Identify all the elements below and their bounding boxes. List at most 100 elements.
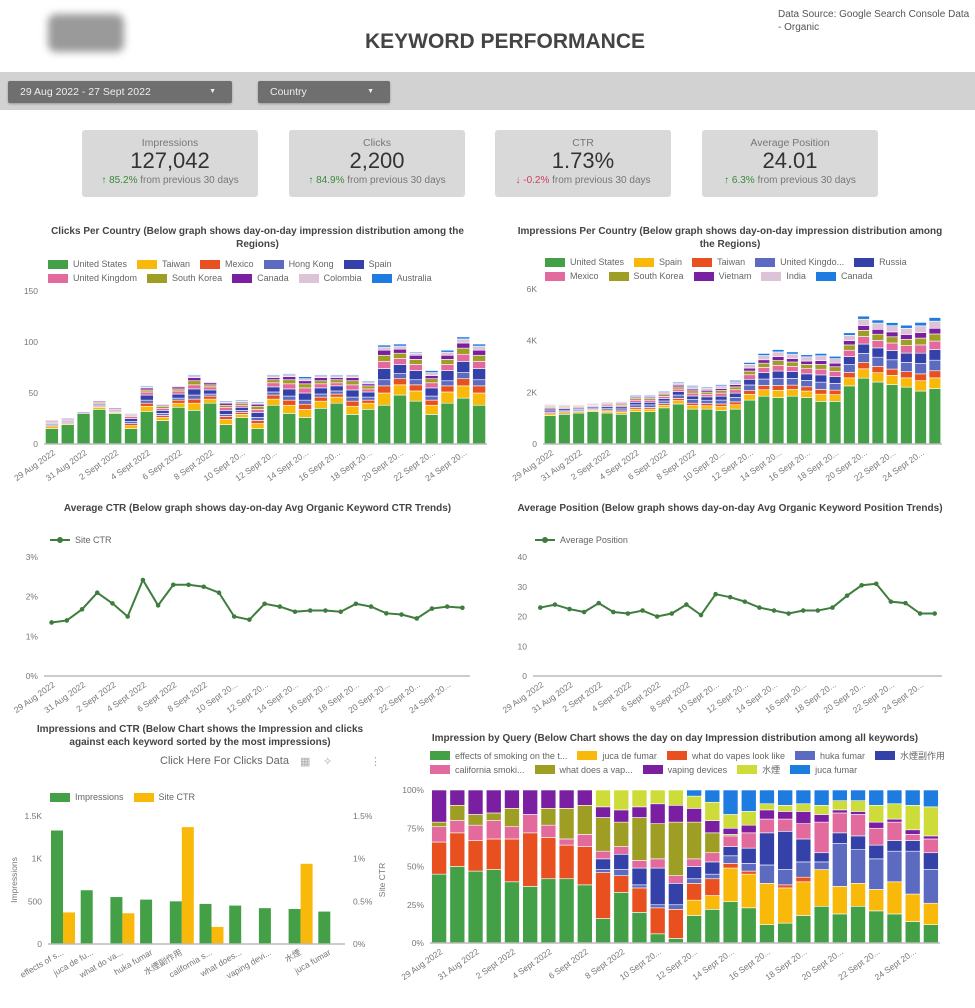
bar-segment (108, 409, 122, 411)
bar-segment (424, 372, 439, 376)
bar-segment (449, 832, 466, 867)
bar-segment (722, 863, 739, 869)
bar-segment (155, 420, 170, 445)
bar-segment (472, 343, 486, 347)
bar-segment (843, 372, 856, 379)
bar-segment (740, 863, 757, 872)
bar-segment (345, 389, 360, 398)
bar-segment (187, 398, 202, 404)
bar-segment (900, 386, 913, 445)
legend-label: 水煙 (762, 765, 781, 775)
bar-segment (600, 412, 614, 445)
bar-segment (714, 390, 728, 394)
bar-segment (124, 421, 138, 424)
data-point (414, 616, 420, 621)
bar-segment (795, 876, 812, 883)
x-tick-label: 14 Sept 20... (265, 447, 310, 483)
kebab-menu-icon[interactable]: ⋮ (370, 756, 381, 768)
bar-segment (629, 395, 642, 398)
bar-segment (923, 924, 939, 944)
clicks-data-link[interactable]: Click Here For Clicks Data (160, 755, 289, 767)
bar-segment (643, 408, 657, 413)
bar-segment (282, 413, 297, 445)
bar-segment (672, 388, 685, 392)
y-tick-label: 500 (28, 896, 42, 906)
bar-segment (615, 402, 628, 405)
bar-segment (266, 382, 281, 388)
bar-segment (543, 407, 557, 410)
bar-segment (777, 869, 793, 886)
bar-segment (171, 402, 186, 408)
bar-segment (704, 873, 721, 880)
legend-swatch (48, 273, 68, 283)
x-tick-label: 8 Sept 2022 (648, 679, 692, 714)
legend-item: Site CTR (50, 535, 112, 545)
bar-segment (795, 823, 812, 840)
bar-segment (431, 826, 447, 843)
bar-segment (543, 413, 557, 416)
bar-segment (668, 875, 684, 884)
data-point (844, 593, 850, 598)
legend-label: United States (570, 257, 625, 267)
chart-export-icon[interactable]: ▦ (300, 756, 311, 768)
bar-segment (886, 821, 903, 841)
bar-segment (800, 354, 813, 358)
bar-segment (595, 869, 611, 873)
bar-segment (800, 397, 813, 445)
bar-segment (282, 374, 297, 377)
data-point (727, 594, 733, 600)
bar-segment (586, 402, 600, 404)
bar-segment (700, 393, 714, 398)
country-dropdown[interactable]: Country ▼ (258, 81, 390, 103)
sparkle-icon[interactable]: ✧ (323, 756, 333, 768)
bar-segment (914, 363, 927, 375)
bar-segment (700, 403, 714, 407)
bar-segment (449, 789, 466, 806)
bar-segment (615, 410, 628, 413)
bar-segment (857, 353, 870, 363)
data-point (201, 584, 207, 590)
kpi-change: ↑ 85.2% from previous 30 days (82, 175, 258, 186)
bar-segment (704, 852, 721, 863)
bar-segment (60, 422, 75, 424)
data-point (460, 605, 465, 611)
bar-segment (250, 402, 265, 405)
bar-segment (187, 375, 202, 379)
bar-segment (700, 389, 714, 393)
bar-segment (586, 405, 600, 408)
data-point (94, 590, 100, 595)
data-point (800, 608, 806, 613)
bar-segment (729, 384, 742, 388)
bar-segment (540, 789, 557, 809)
bar-segment (900, 324, 913, 329)
bar-segment (250, 420, 265, 424)
bar-segment (615, 413, 628, 445)
bar-segment (714, 410, 728, 445)
bar-segment (250, 423, 265, 430)
bar-segment (850, 789, 866, 802)
bar-segment (857, 336, 870, 345)
bar-segment (631, 817, 648, 861)
x-tick-label: 20 Sept 20... (824, 447, 869, 483)
bar-segment (92, 401, 107, 404)
legend-label: Mexico (570, 271, 599, 281)
bar-segment (714, 385, 728, 389)
bar-segment (871, 333, 885, 341)
legend-swatch (147, 273, 168, 283)
y-tick-label: 100 (24, 337, 38, 347)
bar-segment (92, 409, 107, 445)
bar-segment (657, 393, 671, 395)
bar-segment (757, 395, 771, 445)
x-tick-label: 12 Sept 20... (225, 679, 270, 715)
bar-segment (361, 385, 376, 390)
bar-segment (472, 354, 486, 362)
bar-segment (868, 789, 885, 806)
x-tick-label: 10 Sept 20... (194, 679, 239, 715)
bar-segment (314, 383, 328, 389)
data-point (640, 608, 645, 613)
bar-segment (45, 421, 59, 423)
bar-segment (361, 380, 376, 383)
date-range-dropdown[interactable]: 29 Aug 2022 - 27 Sept 2022 ▼ (8, 81, 232, 103)
bar-segment (850, 800, 866, 812)
bar-segment (377, 385, 391, 394)
